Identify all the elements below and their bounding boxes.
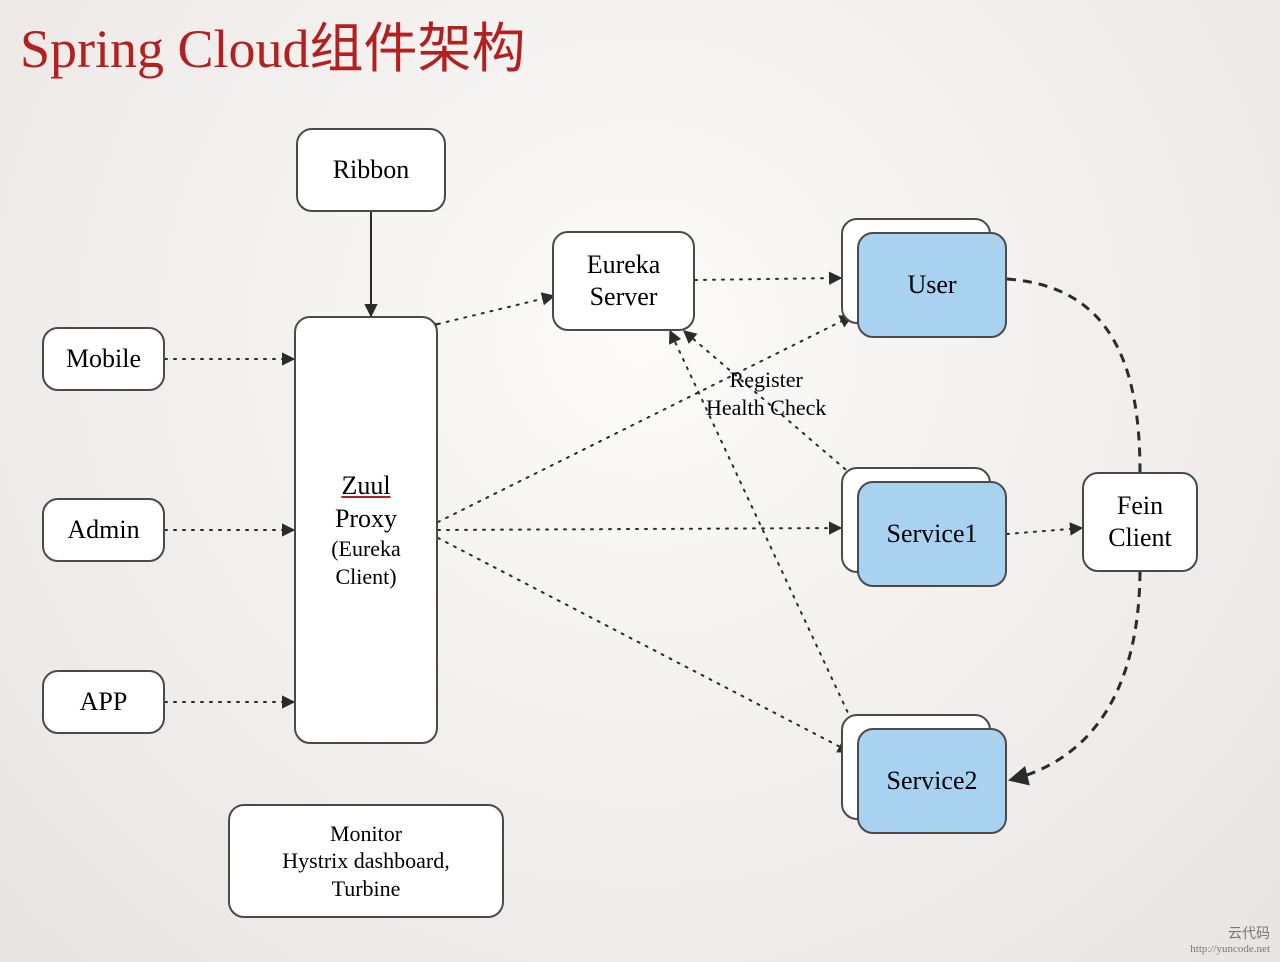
watermark: 云代码 http://yuncode.net	[1190, 927, 1270, 956]
edge-zuul-svc2	[438, 538, 850, 752]
diagram-canvas: Spring Cloud组件架构 Mobile Admin APP Ribbon…	[0, 0, 1280, 962]
edge-zuul-svc1	[438, 528, 841, 530]
node-admin: Admin	[42, 498, 165, 562]
node-mobile: Mobile	[42, 327, 165, 391]
edge-user-fein	[1007, 279, 1140, 472]
edge-svc1-fein	[1007, 528, 1082, 534]
edge-fein-svc2	[1010, 572, 1140, 780]
node-fein-client: Fein Client	[1082, 472, 1198, 572]
node-app: APP	[42, 670, 165, 734]
node-zuul-proxy: Zuul Proxy (Eureka Client)	[294, 316, 438, 744]
node-service1: Service1	[857, 481, 1007, 587]
node-monitor: Monitor Hystrix dashboard, Turbine	[228, 804, 504, 918]
page-title: Spring Cloud组件架构	[20, 4, 526, 83]
label-register-healthcheck: Register Health Check	[706, 366, 826, 421]
node-service2: Service2	[857, 728, 1007, 834]
edge-eureka-user	[695, 278, 841, 280]
node-ribbon: Ribbon	[296, 128, 446, 212]
node-user: User	[857, 232, 1007, 338]
edge-zuul-eureka	[438, 296, 554, 324]
node-eureka-server: Eureka Server	[552, 231, 695, 331]
